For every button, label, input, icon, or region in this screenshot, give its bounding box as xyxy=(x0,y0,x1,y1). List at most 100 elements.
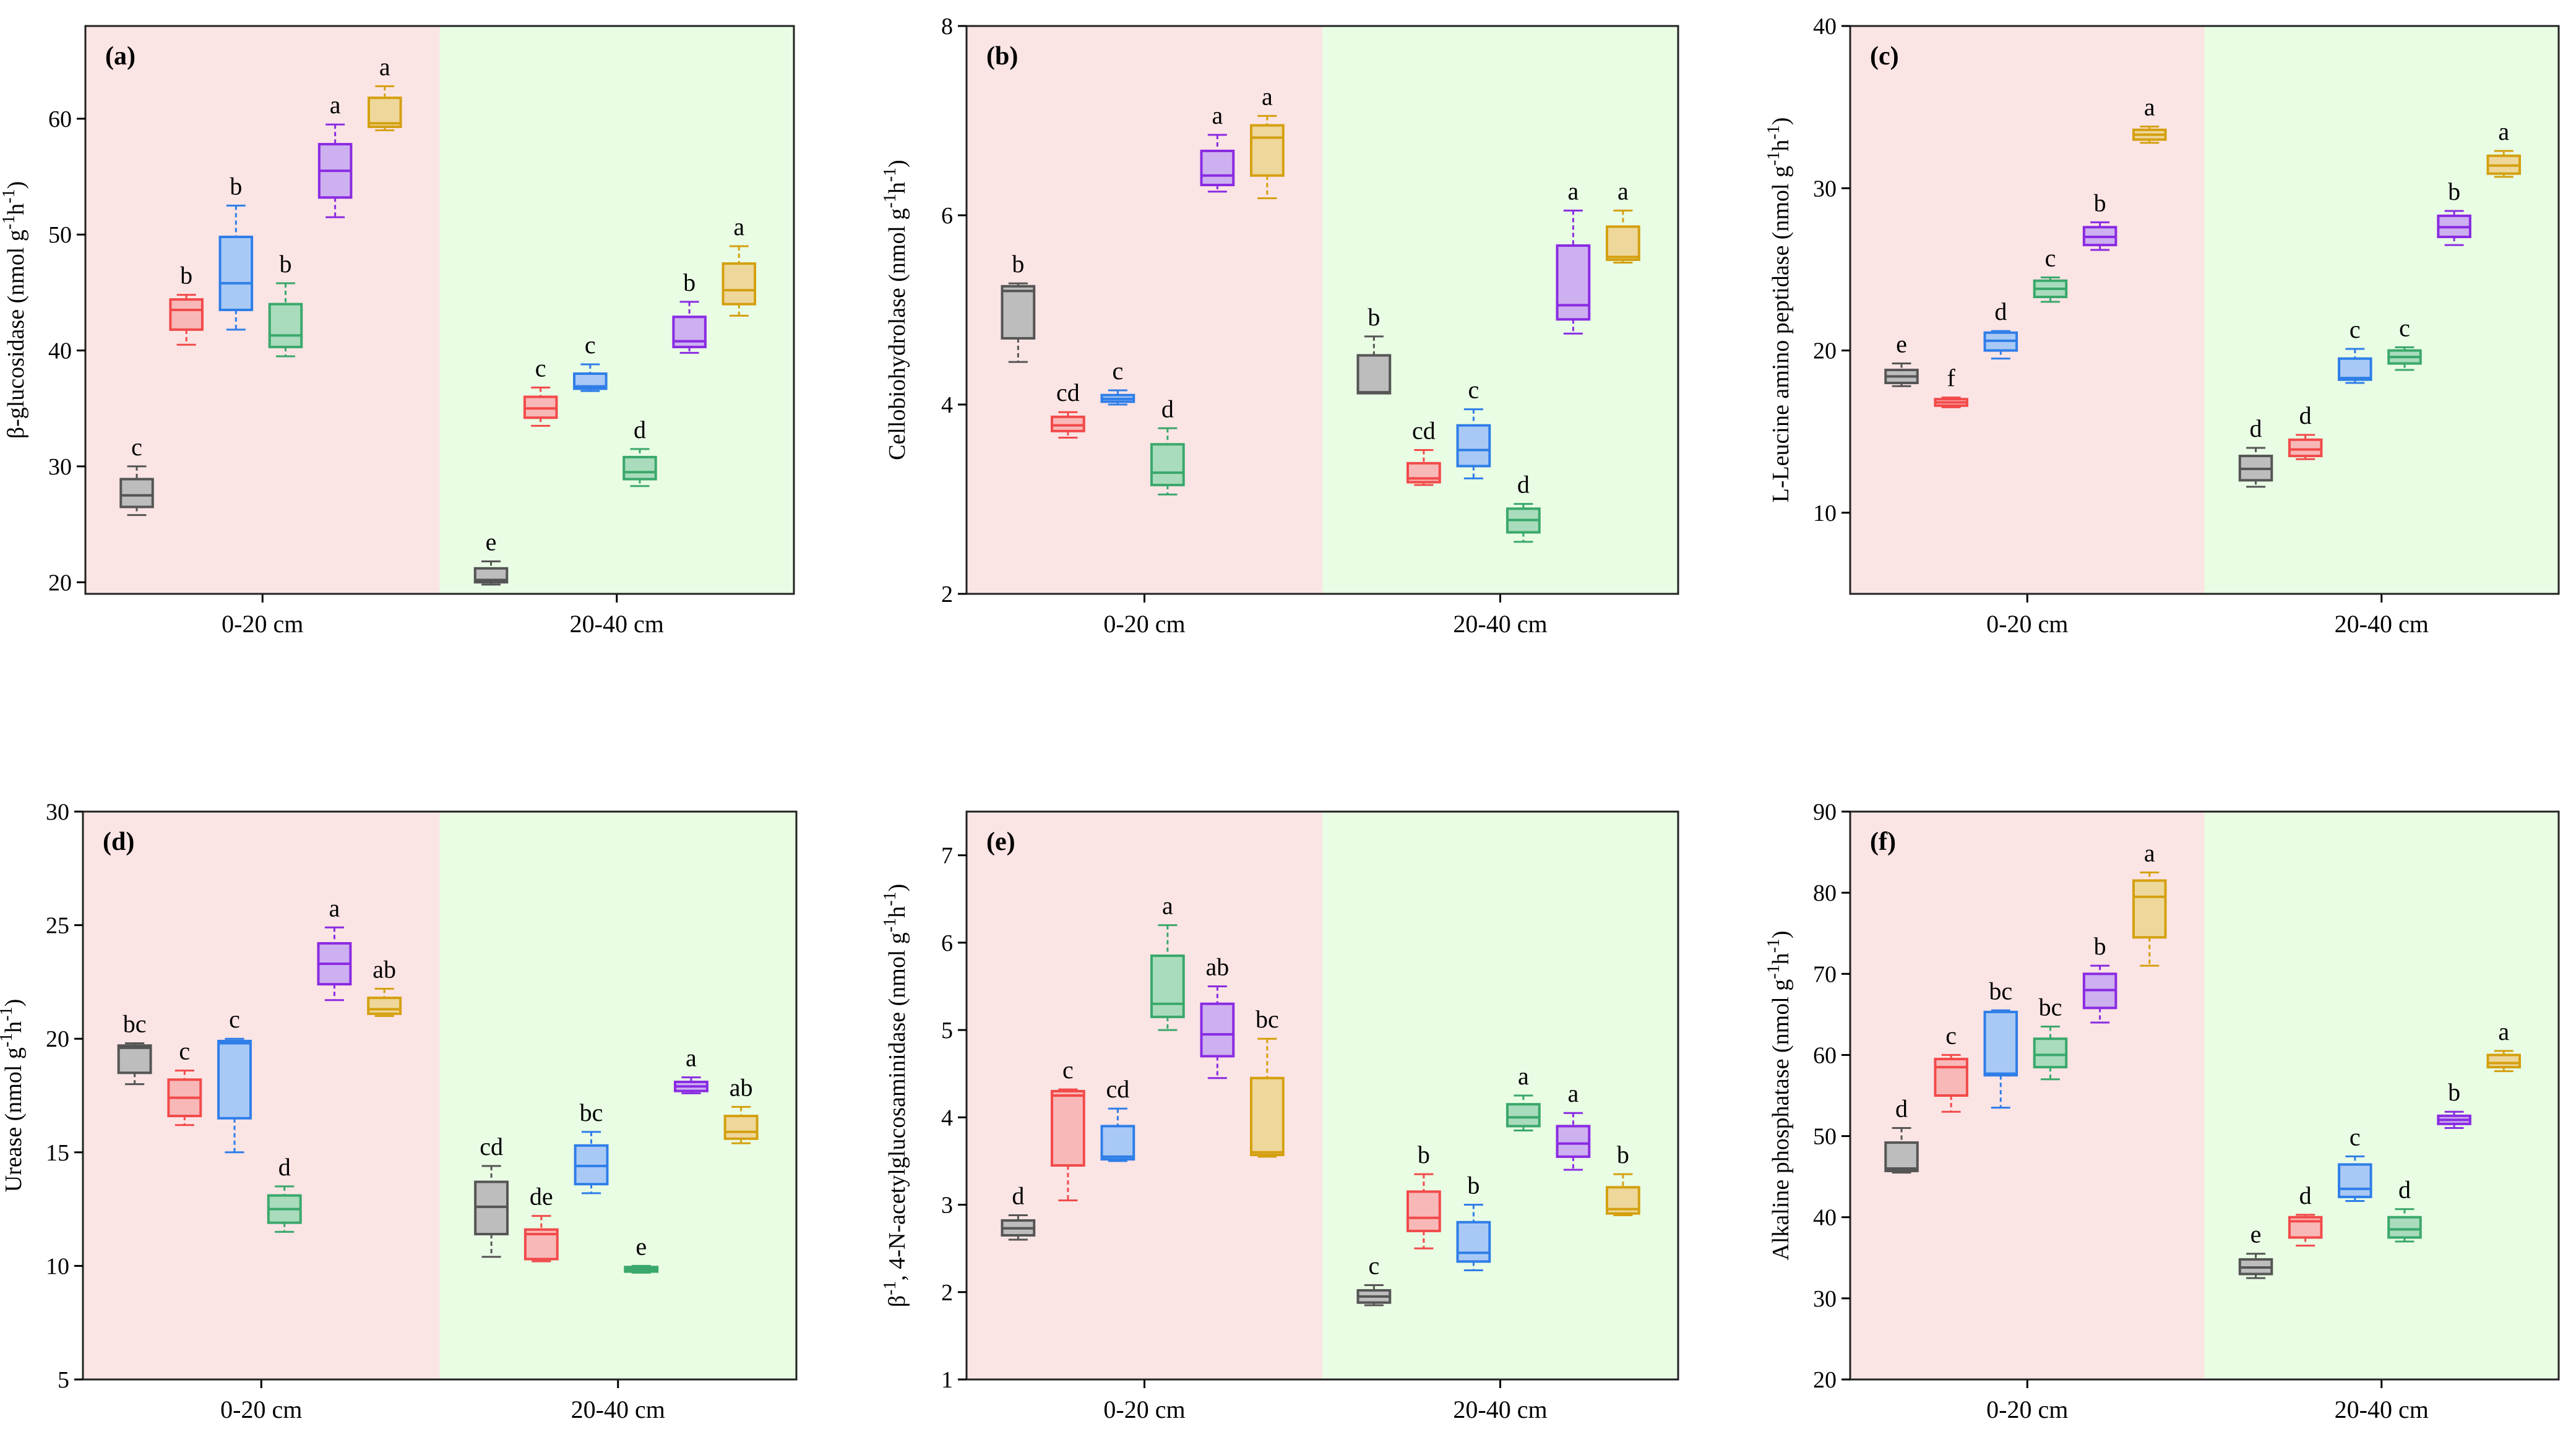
significance-letter: c xyxy=(131,433,142,461)
box-iqr xyxy=(1884,1141,1919,1172)
background-20-40cm xyxy=(439,812,796,1379)
y-tick-label: 8 xyxy=(941,14,953,40)
significance-letter: ab xyxy=(1205,953,1229,980)
box-g0-s2: c xyxy=(217,1005,252,1154)
y-tick-label: 7 xyxy=(941,843,953,869)
panel-label: (d) xyxy=(103,828,134,856)
box-iqr xyxy=(119,478,154,508)
significance-letter: a xyxy=(1162,892,1173,920)
box-g0-s1: c xyxy=(1051,1056,1085,1201)
y-tick-label: 2 xyxy=(941,581,953,607)
significance-letter: a xyxy=(2144,93,2155,121)
label-text: Alkaline phosphatase (nmol g xyxy=(1768,979,1794,1261)
box-iqr xyxy=(2288,438,2323,458)
y-axis-label: Urease (nmol g-1h-1) xyxy=(0,999,27,1193)
box-g1-s5: a xyxy=(1606,177,1640,264)
significance-letter: d xyxy=(2398,1176,2411,1204)
box-g1-s3: a xyxy=(1506,1062,1541,1131)
significance-letter: c xyxy=(1468,376,1479,404)
box-iqr xyxy=(1200,1002,1235,1058)
significance-letter: c xyxy=(535,354,546,382)
y-tick-label: 6 xyxy=(941,203,953,229)
label-text: h xyxy=(884,182,910,194)
box-g0-s3: d xyxy=(1150,395,1185,495)
box-g0-s5: a xyxy=(2132,839,2167,967)
box-g0-s4: a xyxy=(1200,101,1235,193)
significance-letter: a xyxy=(1567,1079,1579,1107)
box-iqr xyxy=(1250,1076,1285,1157)
box-iqr xyxy=(1051,415,1085,432)
superscript: -1 xyxy=(0,1033,16,1047)
box-iqr xyxy=(1001,285,1036,340)
superscript: -1 xyxy=(881,168,900,182)
significance-letter: bc xyxy=(1989,977,2012,1005)
box-iqr xyxy=(1100,1125,1135,1161)
y-tick-label: 15 xyxy=(46,1140,69,1166)
label-text: ) xyxy=(3,181,29,189)
significance-letter: a xyxy=(379,53,390,80)
label-text: h xyxy=(1768,953,1794,964)
significance-letter: cd xyxy=(1412,416,1436,444)
box-g0-s1: c xyxy=(167,1037,202,1126)
box-iqr xyxy=(1456,1220,1491,1263)
group-label: 0-20 cm xyxy=(1103,610,1185,638)
significance-letter: d xyxy=(1895,1094,1908,1122)
axes-frame xyxy=(1849,810,2560,1381)
significance-letter: a xyxy=(733,213,744,241)
y-tick-label: 25 xyxy=(46,913,69,939)
label-text: h xyxy=(884,906,910,918)
significance-letter: de xyxy=(530,1183,553,1211)
group-label: 20-40 cm xyxy=(1453,610,1547,638)
box-g0-s3: b xyxy=(268,250,303,358)
significance-letter: bc xyxy=(1256,1005,1279,1033)
box-iqr xyxy=(622,455,657,481)
background-0-20cm xyxy=(1850,26,2205,594)
box-g0-s0: bc xyxy=(117,1010,152,1086)
box-iqr xyxy=(1556,1125,1591,1158)
box-g0-s2: c xyxy=(1100,357,1135,406)
box-iqr xyxy=(1934,1057,1968,1097)
y-tick-label: 40 xyxy=(48,338,72,364)
box-iqr xyxy=(1606,225,1640,261)
axes-frame xyxy=(84,25,795,595)
box-g0-s5: a xyxy=(1250,82,1285,199)
axes-frame xyxy=(1849,25,2560,595)
box-iqr xyxy=(2338,1163,2372,1198)
box-g1-s4: a xyxy=(1556,177,1591,335)
box-iqr xyxy=(2132,879,2167,939)
box-g1-s1: d xyxy=(2288,401,2323,460)
box-g0-s3: bc xyxy=(2033,993,2068,1081)
box-iqr xyxy=(1406,1190,1441,1232)
box-g1-s5: b xyxy=(1606,1141,1640,1216)
significance-letter: a xyxy=(329,894,340,922)
group-label: 0-20 cm xyxy=(1103,1396,1185,1423)
background-0-20cm xyxy=(83,812,440,1379)
y-tick-label: 5 xyxy=(58,1367,69,1393)
y-tick-label: 60 xyxy=(1813,1042,1837,1068)
box-iqr xyxy=(218,235,254,312)
significance-letter: a xyxy=(2144,839,2155,867)
box-g1-s1: d xyxy=(2288,1182,2323,1247)
label-text: h xyxy=(3,204,29,215)
background-20-40cm xyxy=(439,26,794,594)
significance-letter: d xyxy=(278,1153,291,1181)
box-iqr xyxy=(1150,954,1185,1018)
significance-letter: a xyxy=(2498,118,2509,145)
box-iqr xyxy=(217,1039,252,1120)
significance-letter: b xyxy=(2094,932,2106,960)
panel-label: (b) xyxy=(986,42,1018,71)
y-tick-label: 80 xyxy=(1813,880,1837,906)
label-text: β xyxy=(884,1295,910,1307)
background-20-40cm xyxy=(2204,812,2559,1379)
box-g0-s0: e xyxy=(1884,330,1919,387)
group-label: 0-20 cm xyxy=(222,610,303,638)
significance-letter: ab xyxy=(730,1073,753,1101)
box-g1-s4: a xyxy=(1556,1079,1591,1171)
significance-letter: c xyxy=(1062,1056,1074,1084)
significance-letter: b xyxy=(230,172,242,200)
box-g0-s4: ab xyxy=(1200,953,1235,1079)
box-g0-s1: cd xyxy=(1051,379,1085,439)
significance-letter: a xyxy=(2498,1018,2509,1045)
